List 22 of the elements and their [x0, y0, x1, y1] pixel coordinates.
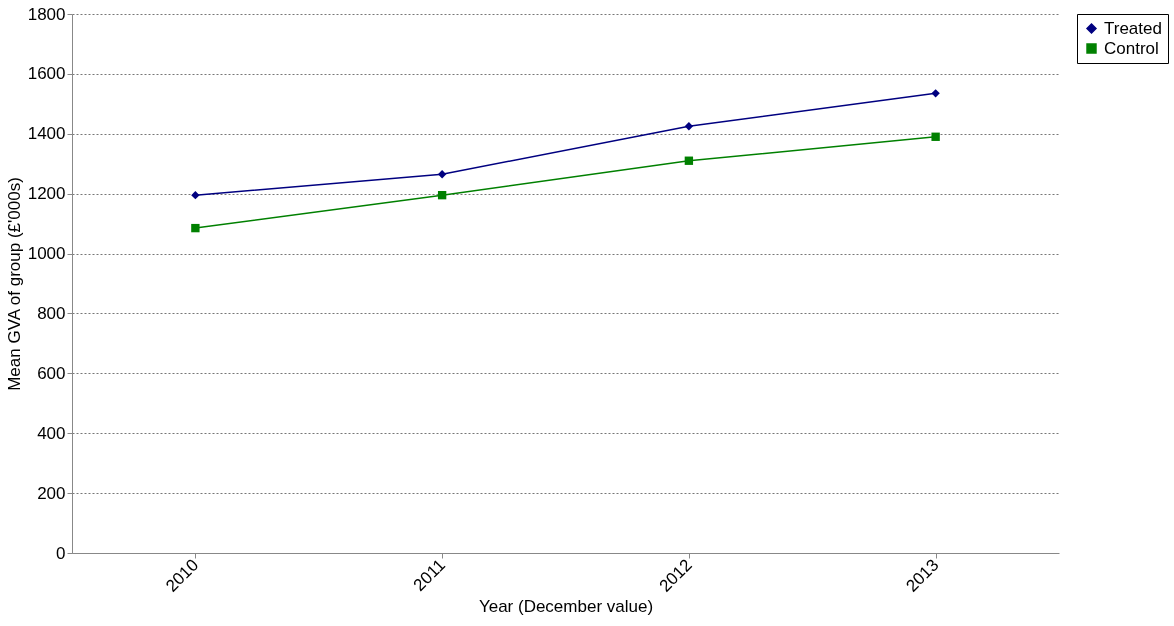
- y-tick-label: 0: [56, 543, 66, 563]
- point: [684, 156, 694, 165]
- point: [931, 89, 940, 98]
- y-tick-label: 1200: [27, 184, 66, 204]
- point: [191, 223, 200, 233]
- y-tick-label: 200: [37, 483, 66, 503]
- point: [684, 122, 694, 131]
- y-tick-label: 1400: [27, 124, 66, 144]
- y-tick-label: 600: [37, 363, 66, 383]
- y-tick-label: 400: [37, 423, 66, 443]
- y-tick-label: 800: [37, 303, 66, 323]
- legend-label: Control: [1104, 38, 1159, 58]
- y-tick-label: 1000: [27, 244, 66, 264]
- point: [437, 170, 447, 179]
- point: [191, 190, 200, 200]
- x-axis-title: Year (December value): [478, 596, 654, 616]
- y-axis-title: Mean GVA of group (£'000s): [4, 177, 24, 391]
- legend-label: Treated: [1104, 18, 1162, 38]
- point: [437, 190, 447, 200]
- y-tick-label: 1800: [27, 4, 66, 24]
- point: [931, 132, 940, 141]
- y-tick-label: 1600: [27, 64, 66, 84]
